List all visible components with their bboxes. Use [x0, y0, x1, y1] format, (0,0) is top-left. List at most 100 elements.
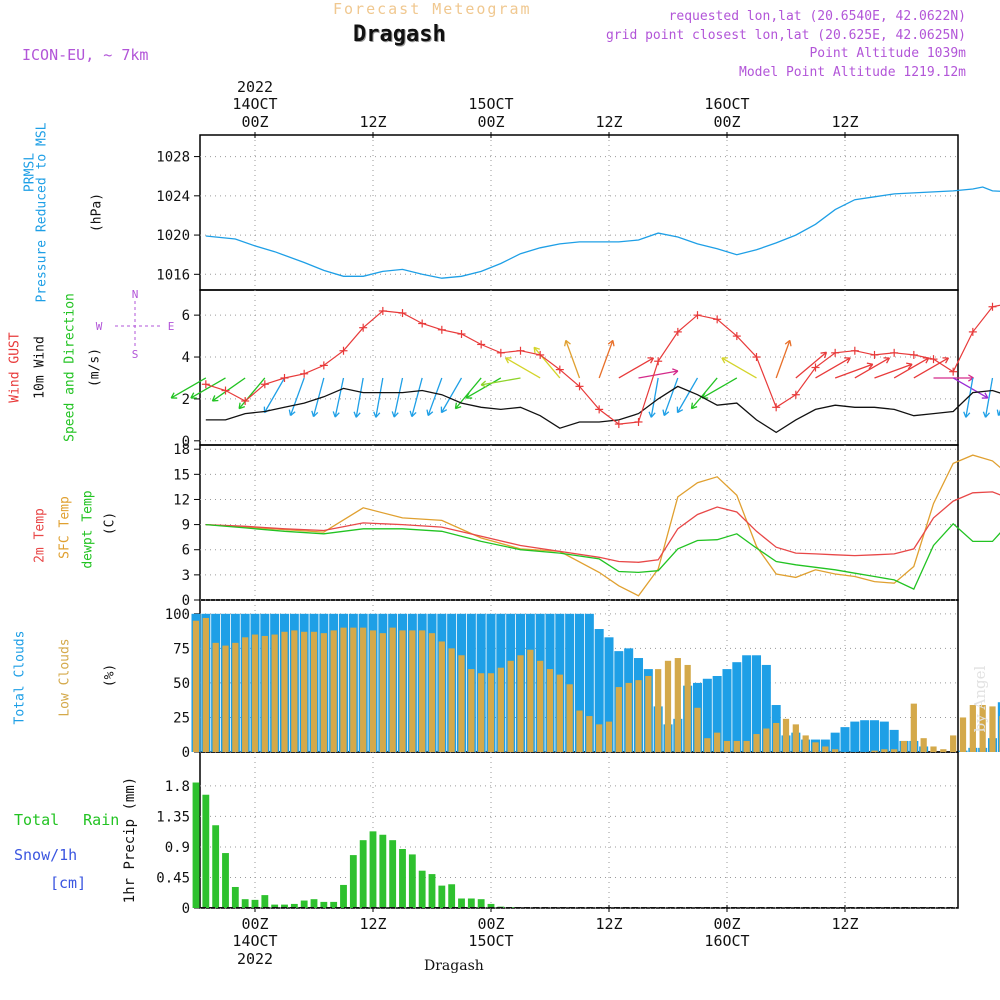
- wind-speed-line: [205, 385, 1000, 434]
- compass-north-label: N: [132, 288, 139, 301]
- wind-arrow: [505, 357, 541, 379]
- y-tick-label: 15: [173, 467, 190, 483]
- y-tick-label: 1020: [156, 228, 190, 244]
- rain-bar: [428, 874, 436, 908]
- top-time-label: 12Z: [359, 113, 386, 131]
- sfc-temp-line: [205, 454, 1000, 597]
- wind-arrow: [393, 377, 404, 418]
- low-cloud-bar: [714, 732, 721, 752]
- temp-2m-line: [205, 491, 1000, 563]
- low-cloud-bar: [645, 676, 652, 752]
- dewpt-temp-line: [205, 522, 1000, 590]
- low-cloud-bar: [723, 740, 731, 752]
- wind-arrow-head: [885, 357, 891, 364]
- rain-bar: [379, 834, 387, 908]
- wind-arrow-head: [426, 409, 429, 416]
- wind-arrow-head: [663, 411, 670, 417]
- wind-arrow: [874, 363, 913, 379]
- low-cloud-bar: [782, 718, 790, 752]
- wind-arrow: [212, 377, 246, 402]
- wind-arrow: [854, 357, 890, 379]
- wind-arrow-head: [533, 346, 541, 350]
- low-cloud-bar: [566, 684, 573, 752]
- wind-arrow-head: [533, 347, 536, 354]
- total-cloud-bar: [997, 702, 1000, 752]
- low-cloud-bar: [546, 669, 554, 752]
- top-time-label: 12Z: [595, 113, 622, 131]
- low-cloud-bar: [920, 738, 927, 752]
- pressure-series-line: [205, 186, 1000, 279]
- low-cloud-bar: [763, 728, 770, 752]
- low-cloud-bar: [635, 680, 642, 752]
- compass-west-label: W: [96, 320, 103, 333]
- low-cloud-bar: [979, 705, 986, 752]
- wind-arrow: [676, 377, 699, 413]
- rain-bar: [251, 899, 259, 908]
- low-cloud-bar: [271, 634, 278, 752]
- wind-arrow-head: [721, 357, 726, 364]
- y-tick-label: 18: [173, 442, 190, 458]
- wind-arrow-head: [441, 409, 448, 414]
- low-cloud-bar: [625, 682, 632, 752]
- low-cloud-bar: [409, 630, 416, 752]
- wind-arrow: [263, 377, 286, 413]
- total-cloud-bar: [574, 613, 585, 752]
- bottom-date-label: 15OCT: [468, 932, 513, 950]
- rain-bar: [408, 854, 416, 908]
- wind-arrow: [465, 377, 502, 399]
- wind-arrow-head: [480, 384, 487, 388]
- total-cloud-bar: [702, 678, 712, 752]
- total-cloud-bar: [604, 637, 614, 752]
- low-cloud-bar: [360, 627, 367, 752]
- low-cloud-bar: [222, 645, 229, 752]
- wind-arrow-head: [238, 402, 241, 409]
- wind-arrow-head: [868, 363, 874, 370]
- bottom-time-label: 12Z: [595, 915, 622, 933]
- compass-south-label: S: [132, 348, 139, 361]
- wind-arrow-head: [963, 411, 967, 418]
- wind-arrow-head: [846, 357, 851, 364]
- low-cloud-bar: [212, 642, 219, 752]
- low-cloud-bar: [753, 734, 760, 752]
- y-tick-label: 1.8: [165, 779, 190, 795]
- wind-arrow-head: [944, 357, 950, 364]
- rain-bar: [369, 831, 377, 908]
- wind-arrow-head: [504, 357, 510, 364]
- top-time-label: 00Z: [241, 113, 268, 131]
- rain-bar: [399, 848, 406, 908]
- low-cloud-bar: [340, 627, 347, 752]
- wind-arrow-head: [332, 411, 336, 418]
- total-cloud-bar: [751, 655, 762, 752]
- wind-arrow-head: [998, 413, 1000, 417]
- wind-arrow-head: [393, 412, 399, 418]
- total-cloud-bar: [712, 676, 722, 752]
- wind-arrow-head: [607, 339, 614, 345]
- wind-arrow-head: [373, 411, 377, 418]
- y-tick-label: 12: [173, 492, 190, 508]
- wind-arrow-head: [288, 409, 292, 416]
- total-cloud-bar: [830, 732, 840, 752]
- low-cloud-bar: [448, 648, 455, 752]
- low-cloud-bar: [605, 721, 613, 752]
- wind-arrow: [440, 377, 463, 413]
- low-cloud-bar: [301, 631, 308, 752]
- y-tick-label: 100: [165, 607, 190, 623]
- total-cloud-bar: [565, 613, 575, 752]
- wind-arrow-head: [866, 362, 873, 365]
- low-cloud-bar: [192, 620, 200, 752]
- low-cloud-bar: [232, 642, 239, 752]
- wind-arrow: [565, 340, 581, 379]
- y-tick-label: 4: [182, 350, 190, 366]
- total-cloud-bar: [820, 739, 830, 752]
- rain-bar: [340, 884, 347, 908]
- wind-arrow: [721, 357, 757, 379]
- low-cloud-bar: [871, 750, 878, 752]
- low-cloud-bar: [704, 738, 711, 752]
- requested-coords: requested lon,lat (20.6540E, 42.0622N): [668, 9, 966, 24]
- low-cloud-bar: [822, 746, 829, 752]
- low-cloud-bar: [468, 669, 475, 752]
- wind-arrow-head: [565, 339, 571, 345]
- bottom-time-label: 00Z: [477, 915, 504, 933]
- low-cloud-bar: [497, 667, 504, 752]
- low-cloud-bar: [242, 637, 249, 752]
